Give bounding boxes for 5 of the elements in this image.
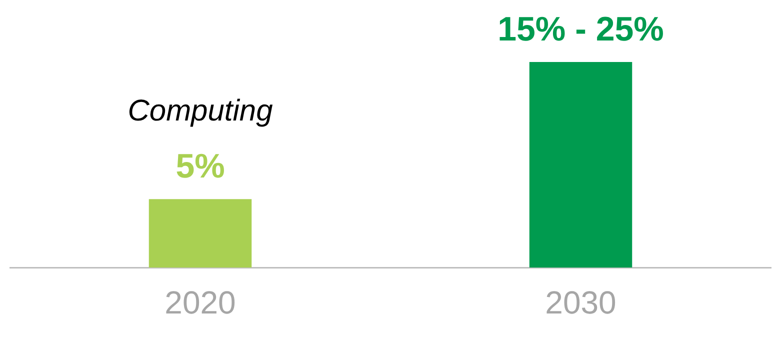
x-tick-label: 2020 [164, 284, 236, 321]
data-label: 5% [176, 147, 225, 186]
x-tick-label: 2030 [545, 284, 616, 321]
annotation: Computing [128, 94, 274, 128]
data-label: 15% - 25% [498, 10, 664, 48]
